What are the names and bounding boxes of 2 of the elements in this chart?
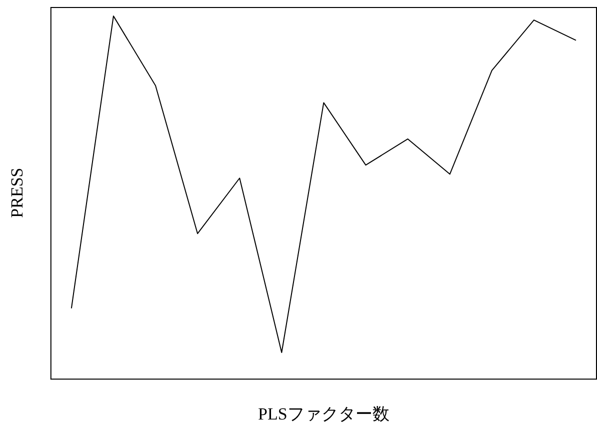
y-axis-title: PRESS bbox=[8, 168, 27, 218]
x-axis-title: PLSファクター数 bbox=[258, 404, 390, 424]
